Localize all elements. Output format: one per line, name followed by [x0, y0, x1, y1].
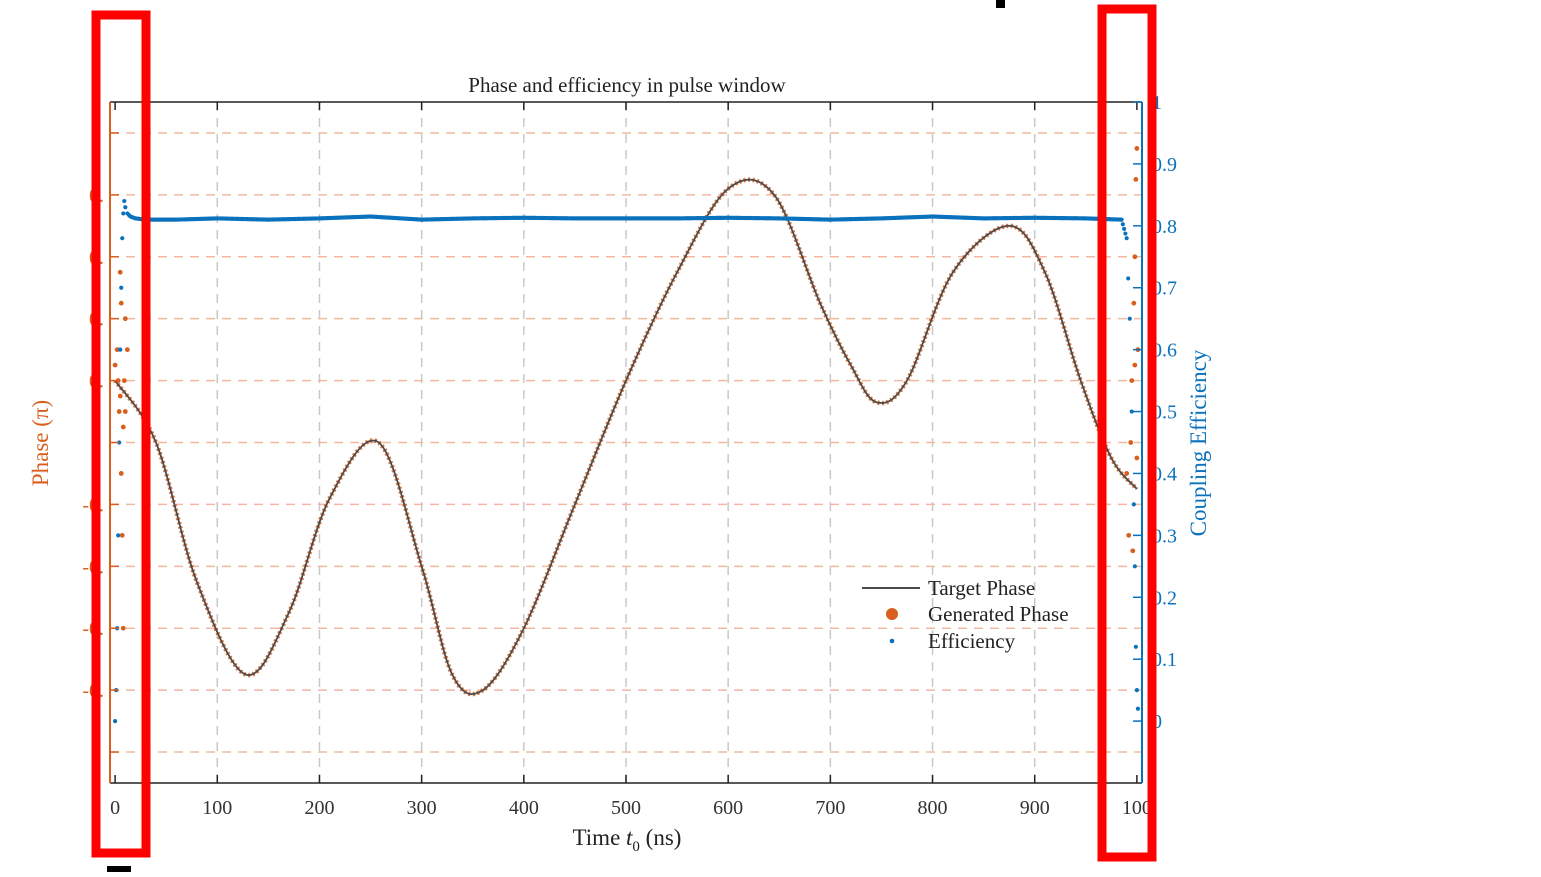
left-highlight-box	[91, 10, 151, 858]
right-tick-label: 0.5	[1152, 402, 1177, 424]
x-axis-label: Time t0 (ns)	[573, 825, 682, 855]
efficiency-point	[1119, 217, 1124, 222]
x-tick-label: 800	[918, 797, 948, 819]
generated-phase-point	[116, 409, 122, 414]
right-tick-label: 0.6	[1152, 340, 1177, 362]
generated-phase-point	[120, 625, 126, 631]
right-highlight-box	[1097, 4, 1157, 862]
x-tick-label: 100	[202, 797, 232, 819]
generated-phase-point	[118, 471, 124, 476]
right-tick-label: 0.1	[1152, 649, 1177, 671]
efficiency-point	[1120, 222, 1125, 227]
axes-layer: 0 100 200 300 400 500 600 700 800 900 1000.0.0.0.-…	[28, 92, 1211, 855]
grid-layer	[110, 102, 1142, 783]
efficiency-point	[1126, 276, 1131, 281]
right-tick-label: 0.8	[1152, 216, 1177, 238]
generated-phase-point	[1134, 146, 1140, 151]
efficiency-point	[123, 205, 128, 210]
efficiency-point	[1127, 316, 1132, 321]
highlight-overlay	[91, 0, 1157, 872]
efficiency-point	[1134, 688, 1139, 693]
generated-phase-point	[120, 424, 126, 430]
generated-phase-point	[1129, 378, 1135, 383]
efficiency-point	[117, 440, 122, 445]
right-y-axis-label: Coupling Efficiency	[1186, 349, 1211, 536]
x-tick-label: 600	[713, 797, 743, 819]
legend-efficiency-label: Efficiency	[928, 629, 1016, 653]
generated-phase-point	[122, 409, 128, 414]
generated-phase-point	[1126, 532, 1132, 538]
x-tick-label: 700	[815, 797, 845, 819]
right-tick-label: 0.3	[1152, 525, 1177, 547]
generated-phase-point	[118, 300, 124, 306]
cropped-glyph-bottom	[107, 866, 131, 872]
cropped-glyph-top	[996, 0, 1005, 8]
generated-phase-point	[119, 532, 125, 538]
generated-phase-point	[124, 347, 130, 353]
efficiency-point	[113, 718, 118, 724]
legend-generated-label: Generated Phase	[928, 602, 1069, 626]
x-tick-label: 500	[611, 797, 641, 819]
efficiency-point	[118, 347, 123, 352]
legend-efficiency-swatch	[889, 638, 895, 644]
generated-phase-point	[1128, 440, 1134, 445]
efficiency-point	[1131, 502, 1136, 507]
right-tick-label: 1	[1152, 92, 1162, 114]
generated-phase-point	[1132, 254, 1138, 260]
generated-phase-point	[1124, 471, 1130, 476]
efficiency-point	[1123, 231, 1128, 236]
x-tick-label: 900	[1020, 797, 1050, 819]
efficiency-point	[122, 198, 127, 204]
efficiency-point	[1122, 226, 1127, 232]
efficiency-point	[1135, 706, 1141, 711]
x-tick-label: 200	[304, 797, 334, 819]
right-tick-label: 0	[1152, 711, 1162, 733]
generated-phase-point	[121, 378, 127, 383]
generated-phase-point	[1132, 362, 1138, 368]
x-tick-label: 400	[509, 797, 539, 819]
generated-phase-point	[114, 347, 120, 353]
x-tick-label: 100	[1122, 797, 1152, 819]
generated-phase-point	[1133, 176, 1139, 182]
efficiency-point	[1129, 409, 1134, 414]
target-phase-line	[114, 178, 1138, 695]
x-tick-label: 0	[110, 797, 120, 819]
efficiency-point	[1132, 564, 1137, 569]
legend-target-label: Target Phase	[928, 576, 1035, 600]
efficiency-point	[1133, 644, 1138, 649]
right-tick-label: 0.2	[1152, 587, 1177, 609]
chart-title: Phase and efficiency in pulse window	[468, 73, 786, 97]
generated-phase-point	[117, 393, 123, 399]
right-tick-label: 0.9	[1152, 154, 1177, 176]
legend-generated-swatch	[886, 608, 898, 620]
x-tick-label: 300	[407, 797, 437, 819]
generated-phase-point	[122, 316, 128, 322]
left-y-axis-label: Phase (π)	[28, 400, 53, 486]
generated-phase-point	[1134, 455, 1140, 461]
right-tick-label: 0.4	[1152, 463, 1177, 485]
generated-phase-point	[112, 362, 118, 368]
generated-phase-point	[1131, 300, 1137, 306]
efficiency-point	[121, 211, 126, 216]
efficiency-point	[120, 236, 125, 241]
right-tick-label: 0.7	[1152, 278, 1177, 300]
efficiency-point	[1124, 236, 1129, 241]
generated-phase-point	[117, 269, 123, 275]
efficiency-point	[119, 285, 124, 290]
efficiency-point	[116, 533, 121, 538]
generated-phase-point	[1130, 548, 1136, 554]
